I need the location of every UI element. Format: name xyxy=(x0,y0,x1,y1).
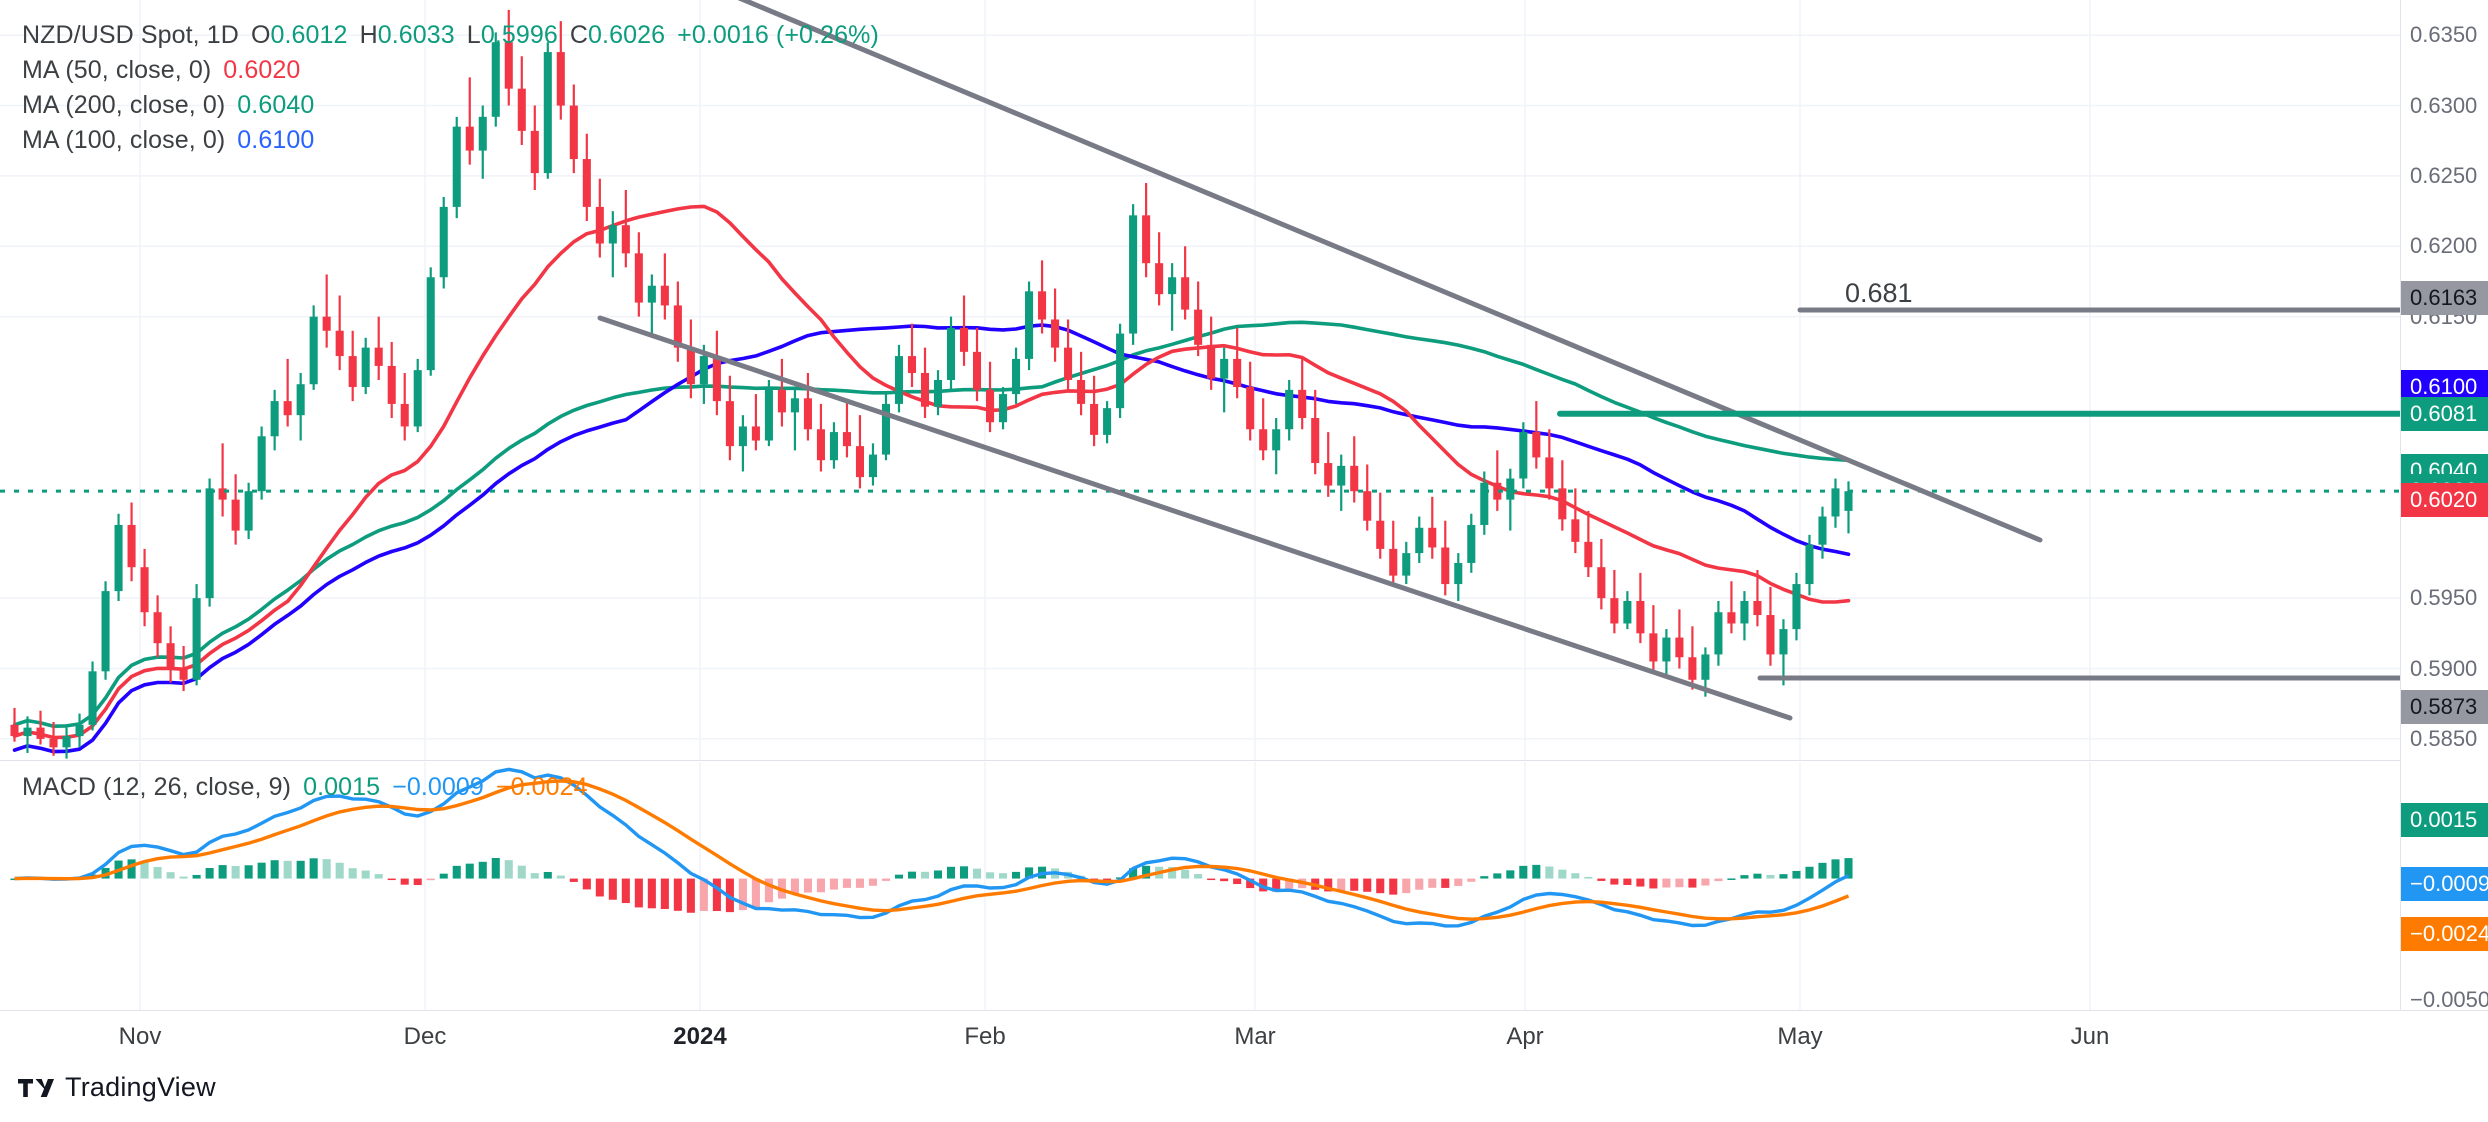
open-label: O xyxy=(250,21,271,49)
price-axis-tick: 0.5950 xyxy=(2410,585,2478,611)
price-plot xyxy=(0,0,2400,760)
price-axis-tick: 0.6200 xyxy=(2410,233,2478,259)
time-scale[interactable]: Nov Dec 2024 Feb Mar Apr May Jun xyxy=(0,1010,2488,1062)
time-axis-tick: Jun xyxy=(2070,1023,2110,1050)
legend-ma200-row[interactable]: MA (200, close, 0) 0.6040 xyxy=(22,88,879,123)
legend-ma50-row[interactable]: MA (50, close, 0) 0.6020 xyxy=(22,53,879,88)
price-axis-tick: 0.6350 xyxy=(2410,22,2478,48)
price-axis-tick: 0.5900 xyxy=(2410,655,2478,681)
price-axis-tick: 0.6250 xyxy=(2410,162,2478,188)
macd-pane[interactable] xyxy=(0,762,2400,1010)
symbol-title[interactable]: NZD/USD Spot, 1D xyxy=(22,21,239,49)
high-value: 0.6033 xyxy=(377,21,455,49)
time-axis-tick: Dec xyxy=(403,1023,447,1050)
macd-axis-badge[interactable]: −0.0024 xyxy=(2401,917,2488,951)
time-axis-tick: Mar xyxy=(1234,1023,1276,1050)
macd-axis-badge[interactable]: −0.0009 xyxy=(2401,867,2488,901)
macd-label: MACD (12, 26, close, 9) xyxy=(22,773,292,801)
ma50-label: MA (50, close, 0) xyxy=(22,56,212,84)
macd-signal-line xyxy=(14,779,1850,921)
ma50-value: 0.6020 xyxy=(223,56,301,84)
time-axis-tick: Feb xyxy=(964,1023,1006,1050)
time-axis-tick: Nov xyxy=(118,1023,162,1050)
close-value: 0.6026 xyxy=(588,21,666,49)
pane-divider xyxy=(0,760,2400,761)
ma200-value: 0.6040 xyxy=(237,91,315,119)
time-axis-tick: 2024 xyxy=(673,1023,727,1050)
tradingview-logo-icon xyxy=(18,1078,54,1097)
price-axis-badge[interactable]: 0.5873 xyxy=(2401,689,2488,724)
price-scale[interactable]: 0.6350 0.6300 0.6250 0.6200 0.6150 0.5950 0.59… xyxy=(2400,0,2488,1012)
ma50-line xyxy=(12,204,1851,740)
footer-branding[interactable]: TradingView xyxy=(18,1072,216,1103)
tradingview-wordmark: TradingView xyxy=(65,1072,216,1102)
time-axis-tick: May xyxy=(1777,1023,1823,1050)
price-axis-badge[interactable]: 0.6081 xyxy=(2401,396,2488,431)
chart-area[interactable]: 0.681 xyxy=(0,0,2400,1010)
price-axis-tick: 0.5850 xyxy=(2410,725,2478,751)
macd-value: 0.0015 xyxy=(303,773,381,801)
price-axis-badge[interactable]: 0.6163 xyxy=(2401,281,2488,316)
price-legend: NZD/USD Spot, 1D O0.6012 H0.6033 L0.5996 C0.… xyxy=(22,18,879,158)
macd-gridlines xyxy=(139,762,2091,1010)
ma200-label: MA (200, close, 0) xyxy=(22,91,226,119)
low-value: 0.5996 xyxy=(480,21,558,49)
ma100-label: MA (100, close, 0) xyxy=(22,126,226,154)
change-value: +0.0016 (+0.26%) xyxy=(677,21,879,49)
macd-axis-badge[interactable]: 0.0015 xyxy=(2401,803,2488,837)
ma100-line xyxy=(12,323,1851,754)
close-label: C xyxy=(569,21,589,49)
legend-symbol-row[interactable]: NZD/USD Spot, 1D O0.6012 H0.6033 L0.5996 C0.… xyxy=(22,18,879,53)
price-axis-badge[interactable]: 0.6020 xyxy=(2401,482,2488,517)
macd-axis-tick: −0.0050 xyxy=(2410,987,2488,1012)
channel-lower-line xyxy=(597,315,1793,721)
macd-signal-value: −0.0009 xyxy=(392,773,484,801)
candlestick-series xyxy=(10,9,1853,759)
open-value: 0.6012 xyxy=(270,21,348,49)
price-pane[interactable] xyxy=(0,0,2400,760)
channel-upper-line xyxy=(737,0,2043,543)
ma100-value: 0.6100 xyxy=(237,126,315,154)
low-label: L xyxy=(466,21,481,49)
time-axis-tick: Apr xyxy=(1506,1023,1544,1050)
ma200-line xyxy=(12,320,1851,728)
macd-legend: MACD (12, 26, close, 9) 0.0015 −0.0009 −0.0… xyxy=(22,770,588,805)
price-axis-tick: 0.6300 xyxy=(2410,92,2478,118)
legend-ma100-row[interactable]: MA (100, close, 0) 0.6100 xyxy=(22,123,879,158)
high-label: H xyxy=(359,21,378,49)
legend-macd-row[interactable]: MACD (12, 26, close, 9) 0.0015 −0.0009 −0.0… xyxy=(22,770,588,805)
moving-average-lines xyxy=(12,204,1851,754)
macd-line xyxy=(14,767,1850,928)
macd-plot xyxy=(10,762,2091,1010)
macd-histogram-value: −0.0024 xyxy=(495,773,588,801)
resistance-line-label: 0.681 xyxy=(1845,278,1913,308)
chart-drawings xyxy=(597,0,2400,721)
